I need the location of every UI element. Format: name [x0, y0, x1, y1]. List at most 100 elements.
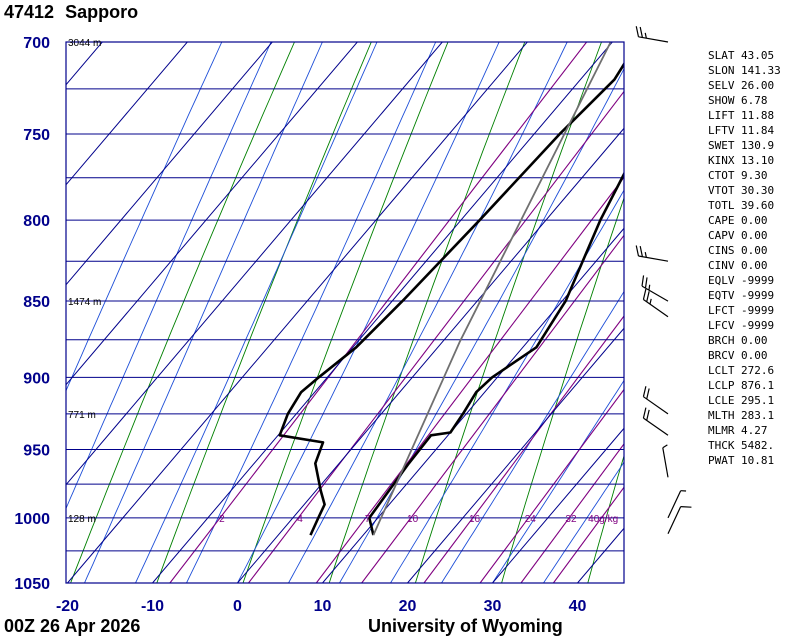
wind-barb-half-feather: [649, 298, 652, 305]
dry-adiabat-line: [242, 42, 449, 583]
wind-barb-feather: [680, 506, 692, 508]
moist-adiabat-line: [237, 42, 500, 583]
wind-barb: [642, 288, 669, 318]
isotherm-line: [66, 42, 444, 486]
index-row-pwat: PWAT 10.81: [708, 453, 796, 468]
index-name: SHOW: [708, 94, 735, 107]
isotherm-line: [66, 42, 274, 286]
isotherm-line: [407, 327, 624, 583]
index-row-lift: LIFT 11.88: [708, 108, 796, 123]
wind-barb-feather: [635, 245, 640, 257]
temperature-tick-label: 0: [233, 598, 242, 615]
wind-barb-half-feather: [644, 251, 647, 258]
index-value: 283.1: [741, 409, 775, 422]
index-name: CINS: [708, 244, 735, 257]
index-value: -9999: [741, 274, 775, 287]
wind-barb-feather: [642, 386, 647, 397]
mixing-ratio-line: [361, 234, 624, 583]
temperature-tick-label: 20: [399, 598, 417, 615]
index-row-lfcv: LFCV -9999: [708, 318, 796, 333]
station-name: Sapporo: [65, 2, 139, 22]
index-name: CAPV: [708, 229, 735, 242]
wind-barb-feather: [644, 277, 648, 289]
index-row-slon: SLON 141.33: [708, 63, 796, 78]
index-name: EQLV: [708, 274, 735, 287]
index-value: 0.00: [741, 214, 768, 227]
pressure-tick-label: 850: [23, 294, 50, 311]
moist-adiabat-line: [66, 42, 223, 392]
wind-barb-feather: [642, 407, 647, 419]
index-name: KINX: [708, 154, 735, 167]
index-row-brch: BRCH 0.00: [708, 333, 796, 348]
index-value: 0.00: [741, 244, 768, 257]
wind-barb-staff: [662, 447, 669, 478]
index-value: 13.10: [741, 154, 775, 167]
pressure-tick-label: 800: [23, 213, 50, 230]
dry-adiabat-line: [414, 42, 602, 583]
wind-barb-feather: [641, 275, 645, 287]
wind-barb-half-feather: [644, 32, 647, 39]
index-row-kinx: KINX 13.10: [708, 153, 796, 168]
index-value: 26.00: [741, 79, 775, 92]
index-value: -9999: [741, 304, 775, 317]
index-value: 11.88: [741, 109, 775, 122]
mixing-ratio-label: 10: [407, 514, 419, 525]
index-row-eqlv: EQLV -9999: [708, 273, 796, 288]
index-row-ctot: CTOT 9.30: [708, 168, 796, 183]
isotherm-line: [0, 0, 22, 583]
isotherm-line: [66, 42, 359, 386]
mixing-ratio-line: [169, 42, 588, 583]
wind-barb: [635, 26, 669, 43]
wind-barb-feather: [635, 26, 640, 37]
moist-adiabat-line: [66, 42, 272, 510]
moist-adiabat-line: [339, 67, 624, 583]
mixing-ratio-label: 4: [297, 514, 303, 525]
index-row-selv: SELV 26.00: [708, 78, 796, 93]
index-value: 5482.: [741, 439, 775, 452]
wind-barb-feather: [639, 246, 643, 257]
index-name: SELV: [708, 79, 735, 92]
index-value: 43.05: [741, 49, 775, 62]
mixing-ratio-line: [315, 176, 624, 583]
mixing-ratio-line: [479, 388, 624, 583]
index-name: CINV: [708, 259, 735, 272]
index-row-lfct: LFCT -9999: [708, 303, 796, 318]
index-name: LFCV: [708, 319, 735, 332]
wind-barbs: [635, 26, 692, 535]
index-name: BRCH: [708, 334, 735, 347]
wind-barb-half-feather: [680, 490, 687, 492]
moist-adiabat-line: [543, 461, 624, 583]
wind-barb-half-feather: [648, 284, 651, 291]
station-title: 47412 Sapporo: [4, 2, 138, 23]
index-value: 141.33: [741, 64, 781, 77]
index-name: LCLE: [708, 394, 735, 407]
wind-barb-staff: [638, 255, 669, 262]
index-row-lclt: LCLT 272.6: [708, 363, 796, 378]
index-row-capv: CAPV 0.00: [708, 228, 796, 243]
index-value: 0.00: [741, 334, 768, 347]
wind-barb-staff: [643, 396, 669, 415]
wind-barb-staff: [641, 285, 669, 302]
mixing-ratio-label: 16: [469, 514, 481, 525]
index-name: LCLT: [708, 364, 735, 377]
index-value: 30.30: [741, 184, 775, 197]
index-name: MLMR: [708, 424, 735, 437]
index-value: 9.30: [741, 169, 768, 182]
plot-frame: [65, 41, 625, 584]
index-row-show: SHOW 6.78: [708, 93, 796, 108]
pressure-tick-label: 950: [23, 442, 50, 459]
chart-series: [278, 42, 624, 536]
wind-barb: [662, 444, 669, 478]
index-value: 10.81: [741, 454, 775, 467]
pressure-tick-label: 1000: [14, 511, 50, 528]
mixing-ratio-label: 32: [565, 514, 577, 525]
index-name: THCK: [708, 439, 735, 452]
index-name: PWAT: [708, 454, 735, 467]
isotherm-line: [0, 0, 107, 583]
index-value: -9999: [741, 289, 775, 302]
index-name: SLAT: [708, 49, 735, 62]
pressure-tick-label: 700: [23, 35, 50, 52]
moist-adiabat-line: [135, 42, 378, 583]
index-row-vtot: VTOT 30.30: [708, 183, 796, 198]
mixing-ratio-label: 40g/kg: [588, 514, 618, 525]
